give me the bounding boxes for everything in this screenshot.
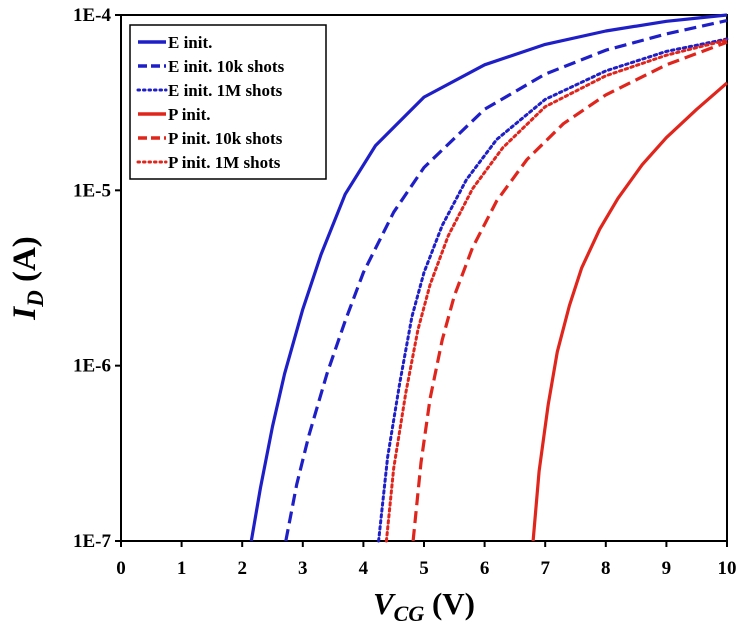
x-tick-label: 1: [177, 558, 187, 579]
y-tick-label: 1E-5: [73, 180, 111, 201]
y-axis-title: ID (A): [7, 236, 48, 321]
x-tick-label: 8: [601, 558, 611, 579]
x-tick-label: 9: [662, 558, 672, 579]
y-tick-label: 1E-4: [73, 5, 112, 26]
legend-label: P init. 1M shots: [168, 153, 281, 172]
legend-label: E init. 1M shots: [168, 81, 283, 100]
series-line-3: [377, 37, 729, 543]
legend: E init. E init. 10k shots E init. 1M shots…: [129, 24, 327, 180]
axis-titles: VCG (V) ID (A): [7, 236, 475, 626]
x-tick-label: 3: [298, 558, 308, 579]
y-tick-label: 1E-6: [73, 356, 111, 377]
legend-label: E init. 10k shots: [168, 57, 285, 76]
x-tick-label: 6: [480, 558, 490, 579]
series-group: [249, 13, 729, 543]
axes-group: 0 1 2 3 4 5 6 7 8 9 10 1E-7 1E-6 1E-5 1E-4: [73, 5, 737, 579]
legend-box: [129, 24, 327, 180]
legend-label: E init.: [168, 33, 212, 52]
x-tick-label: 0: [116, 558, 126, 579]
x-tick-label: 10: [718, 558, 737, 579]
x-tick-label: 4: [359, 558, 369, 579]
y-tick-label: 1E-7: [73, 531, 112, 552]
series-line-4: [531, 81, 729, 542]
x-axis-title: VCG (V): [373, 586, 475, 626]
series-line-5: [411, 40, 728, 542]
x-tick-label: 2: [237, 558, 247, 579]
series-line-2: [284, 18, 728, 542]
x-tick-label: 5: [419, 558, 429, 579]
series-line-1: [249, 13, 728, 542]
x-tick-label: 7: [540, 558, 550, 579]
legend-label: P init. 10k shots: [168, 129, 283, 148]
legend-label: P init.: [168, 105, 211, 124]
series-line-6: [384, 38, 729, 543]
